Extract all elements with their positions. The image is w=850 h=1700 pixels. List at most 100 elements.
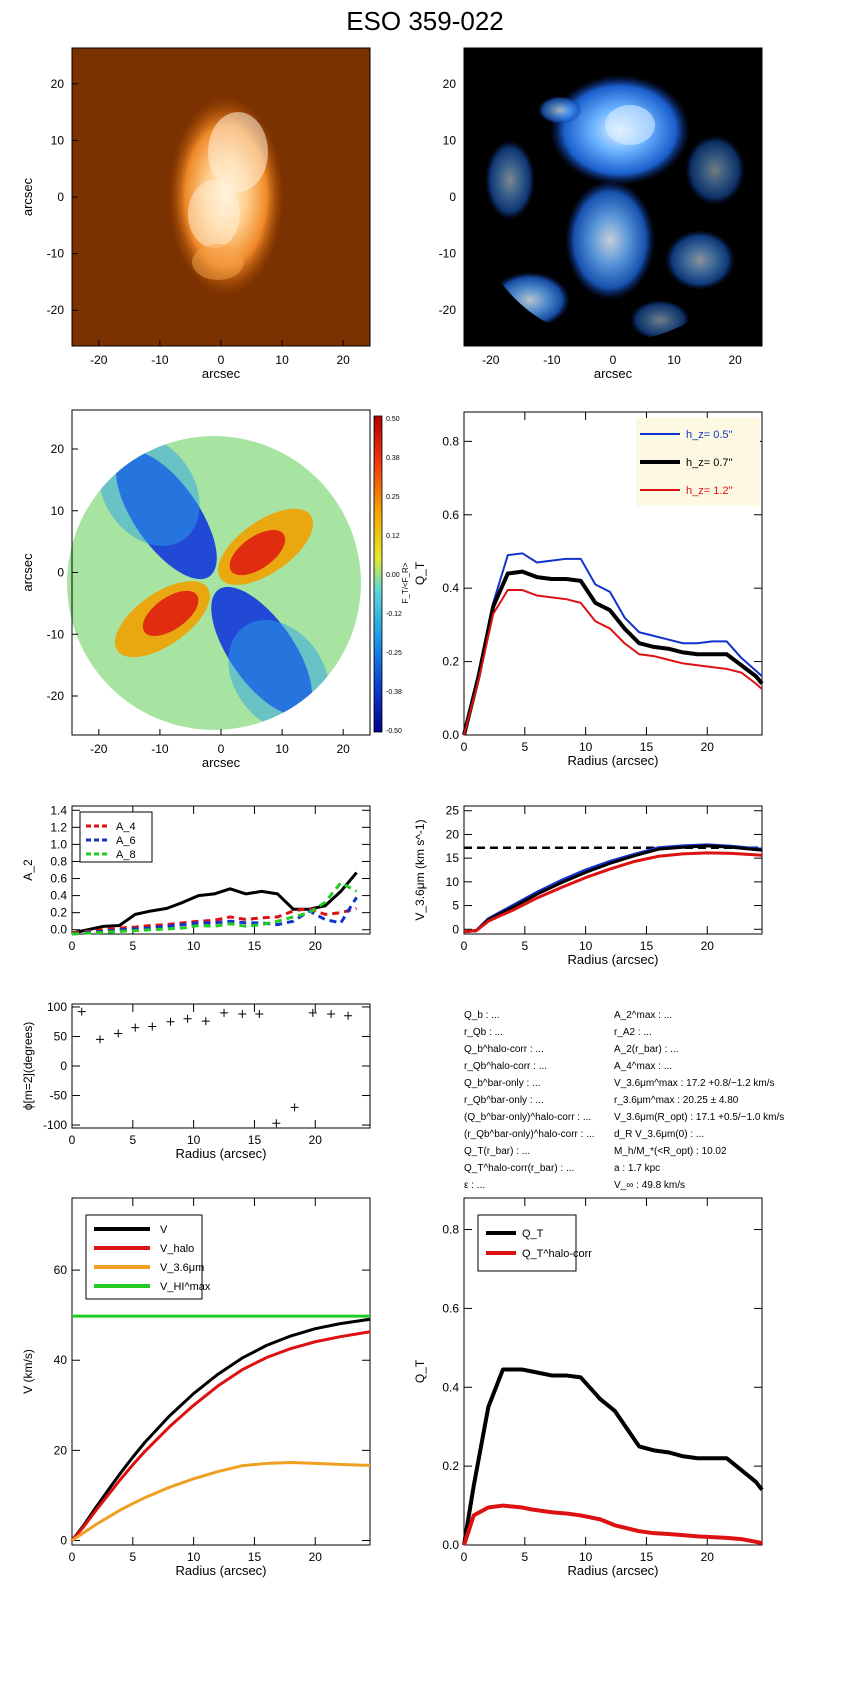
scatter-point xyxy=(114,1029,123,1038)
x-axis-label: Radius (arcsec) xyxy=(567,1563,658,1578)
x-axis-label: Radius (arcsec) xyxy=(175,1146,266,1161)
colorbar-tick-label: 0.00 xyxy=(386,572,400,579)
legend-box xyxy=(79,811,153,863)
orange-map-xtick-label: 10 xyxy=(275,353,289,367)
y-axis-label: V (km/s) xyxy=(21,1349,35,1394)
plot-frame xyxy=(463,411,763,736)
scatter-point xyxy=(183,1014,192,1023)
colorbar-tick-label: 0.25 xyxy=(386,494,400,501)
orange-map-ylabel: arcsec xyxy=(20,177,35,216)
force-map-ytick-label: -20 xyxy=(47,689,65,703)
legend-label: h_z= 1.2'' xyxy=(686,485,733,497)
stat-left-line: (r_Qb^bar-only)^halo-corr : ... xyxy=(464,1129,595,1140)
stat-right-line: V_3.6μm^max : 17.2 +0.8/−1.2 km/s xyxy=(614,1078,775,1089)
legend-label: V xyxy=(160,1224,168,1236)
plot-frame xyxy=(463,1197,763,1546)
x-tick-label: 20 xyxy=(701,740,715,754)
colorbar-tick-label: 0.50 xyxy=(386,416,400,423)
panel-orange-map: -20 -10 0 10 20 20 10 0 -10 -20 arcsec arcsec xyxy=(20,47,371,381)
scatter-point xyxy=(95,1035,104,1044)
force-map-ytick-label: 0 xyxy=(57,566,64,580)
stat-right-line: M_h/M_*(<R_opt) : 10.02 xyxy=(614,1146,727,1157)
scatter-point xyxy=(344,1011,353,1020)
y-tick-label: 0.0 xyxy=(442,1538,459,1552)
y-tick-label: 100 xyxy=(47,1000,67,1014)
series-line xyxy=(463,552,763,736)
orange-map-xtick-label: -10 xyxy=(151,353,169,367)
stat-left-line: Q_T^halo-corr(r_bar) : ... xyxy=(464,1163,574,1174)
x-tick-label: 10 xyxy=(187,1550,201,1564)
force-map-xtick-label: 0 xyxy=(218,742,225,756)
stat-right-line: V_3.6μm(R_opt) : 17.1 +0.5/−1.0 km/s xyxy=(614,1112,784,1123)
x-tick-label: 20 xyxy=(309,1133,323,1147)
orange-map-ytick-label: 20 xyxy=(51,77,65,91)
series-line xyxy=(462,569,764,736)
stat-left-line: r_Qb^bar-only : ... xyxy=(464,1095,544,1106)
stat-left-line: ε : ... xyxy=(464,1180,485,1191)
series-line xyxy=(71,1461,370,1542)
legend-label: A_8 xyxy=(116,849,136,861)
orange-map-ytick-label: 0 xyxy=(57,190,64,204)
x-tick-label: 20 xyxy=(701,939,715,953)
y-tick-label: 1.2 xyxy=(50,820,67,834)
x-tick-label: 20 xyxy=(309,1550,323,1564)
y-tick-label: 15 xyxy=(446,851,460,865)
x-tick-label: 10 xyxy=(579,939,593,953)
x-tick-label: 15 xyxy=(640,939,654,953)
x-tick-label: 0 xyxy=(69,1550,76,1564)
x-tick-label: 5 xyxy=(521,1550,528,1564)
legend-label: A_4 xyxy=(116,821,136,833)
colorbar-tick-label: -0.50 xyxy=(386,728,402,735)
orange-map-xtick-label: 0 xyxy=(218,353,225,367)
y-tick-label: 0.2 xyxy=(50,906,67,920)
blue-map-xtick-label: -10 xyxy=(543,353,561,367)
x-tick-label: 15 xyxy=(640,740,654,754)
force-map-xtick-label: -10 xyxy=(151,742,169,756)
y-tick-label: 20 xyxy=(54,1443,68,1457)
x-tick-label: 10 xyxy=(187,1133,201,1147)
colorbar-tick-label: 0.12 xyxy=(386,533,400,540)
colorbar-tick-label: -0.12 xyxy=(386,611,402,618)
plot-frame xyxy=(71,1003,371,1129)
y-tick-label: 0.6 xyxy=(50,872,67,886)
colorbar xyxy=(373,415,383,733)
scatter-point xyxy=(77,1007,86,1016)
x-tick-label: 0 xyxy=(69,939,76,953)
stat-right-line: r_3.6μm^max : 20.25 ± 4.80 xyxy=(614,1095,739,1106)
legend-label: Q_T xyxy=(522,1228,544,1240)
x-tick-label: 15 xyxy=(248,1550,262,1564)
orange-map-ytick-label: -20 xyxy=(47,303,65,317)
chart-qt-scaleheight: 0 5 10 15 20 0.0 0.2 0.4 0.6 0.8 Radius (arcsec) Q_… xyxy=(413,411,764,768)
stat-left-line: (Q_b^bar-only)^halo-corr : ... xyxy=(464,1112,591,1123)
blue-map-ytick-label: 20 xyxy=(443,77,457,91)
legend-label: V_halo xyxy=(160,1243,194,1255)
chart-qt-halo: 0 5 10 15 20 0.0 0.2 0.4 0.6 0.8 Radius (arcsec) Q_… xyxy=(413,1197,764,1578)
x-tick-label: 10 xyxy=(187,939,201,953)
legend-label: h_z= 0.5'' xyxy=(686,429,733,441)
x-tick-label: 5 xyxy=(129,939,136,953)
y-axis-label: Q_T xyxy=(413,1359,427,1383)
x-tick-label: 0 xyxy=(69,1133,76,1147)
y-tick-label: 50 xyxy=(54,1029,68,1043)
force-map-ylabel: arcsec xyxy=(20,553,35,592)
x-tick-label: 15 xyxy=(640,1550,654,1564)
x-tick-label: 20 xyxy=(701,1550,715,1564)
legend-label: V_HI^max xyxy=(160,1281,211,1293)
blue-map-ytick-label: 0 xyxy=(449,190,456,204)
scatter-point xyxy=(255,1010,264,1019)
y-tick-label: 5 xyxy=(452,899,459,913)
stat-left-line: Q_b : ... xyxy=(464,1010,500,1021)
orange-map-xlabel: arcsec xyxy=(202,366,241,381)
y-tick-label: -100 xyxy=(43,1118,67,1132)
series-line xyxy=(463,843,763,934)
scatter-point xyxy=(148,1022,157,1031)
series-line xyxy=(70,1317,371,1542)
scatter-point xyxy=(166,1017,175,1026)
blue-map-ytick-label: -20 xyxy=(439,303,457,317)
stat-left-line: r_Qb^halo-corr : ... xyxy=(464,1061,547,1072)
panel-blue-map: -20 -10 0 10 20 20 10 0 -10 -20 arcsec xyxy=(439,47,763,381)
stats-table: Q_b : ... r_Qb : ... Q_b^halo-corr : ... r_… xyxy=(464,1010,784,1191)
x-tick-label: 10 xyxy=(579,1550,593,1564)
